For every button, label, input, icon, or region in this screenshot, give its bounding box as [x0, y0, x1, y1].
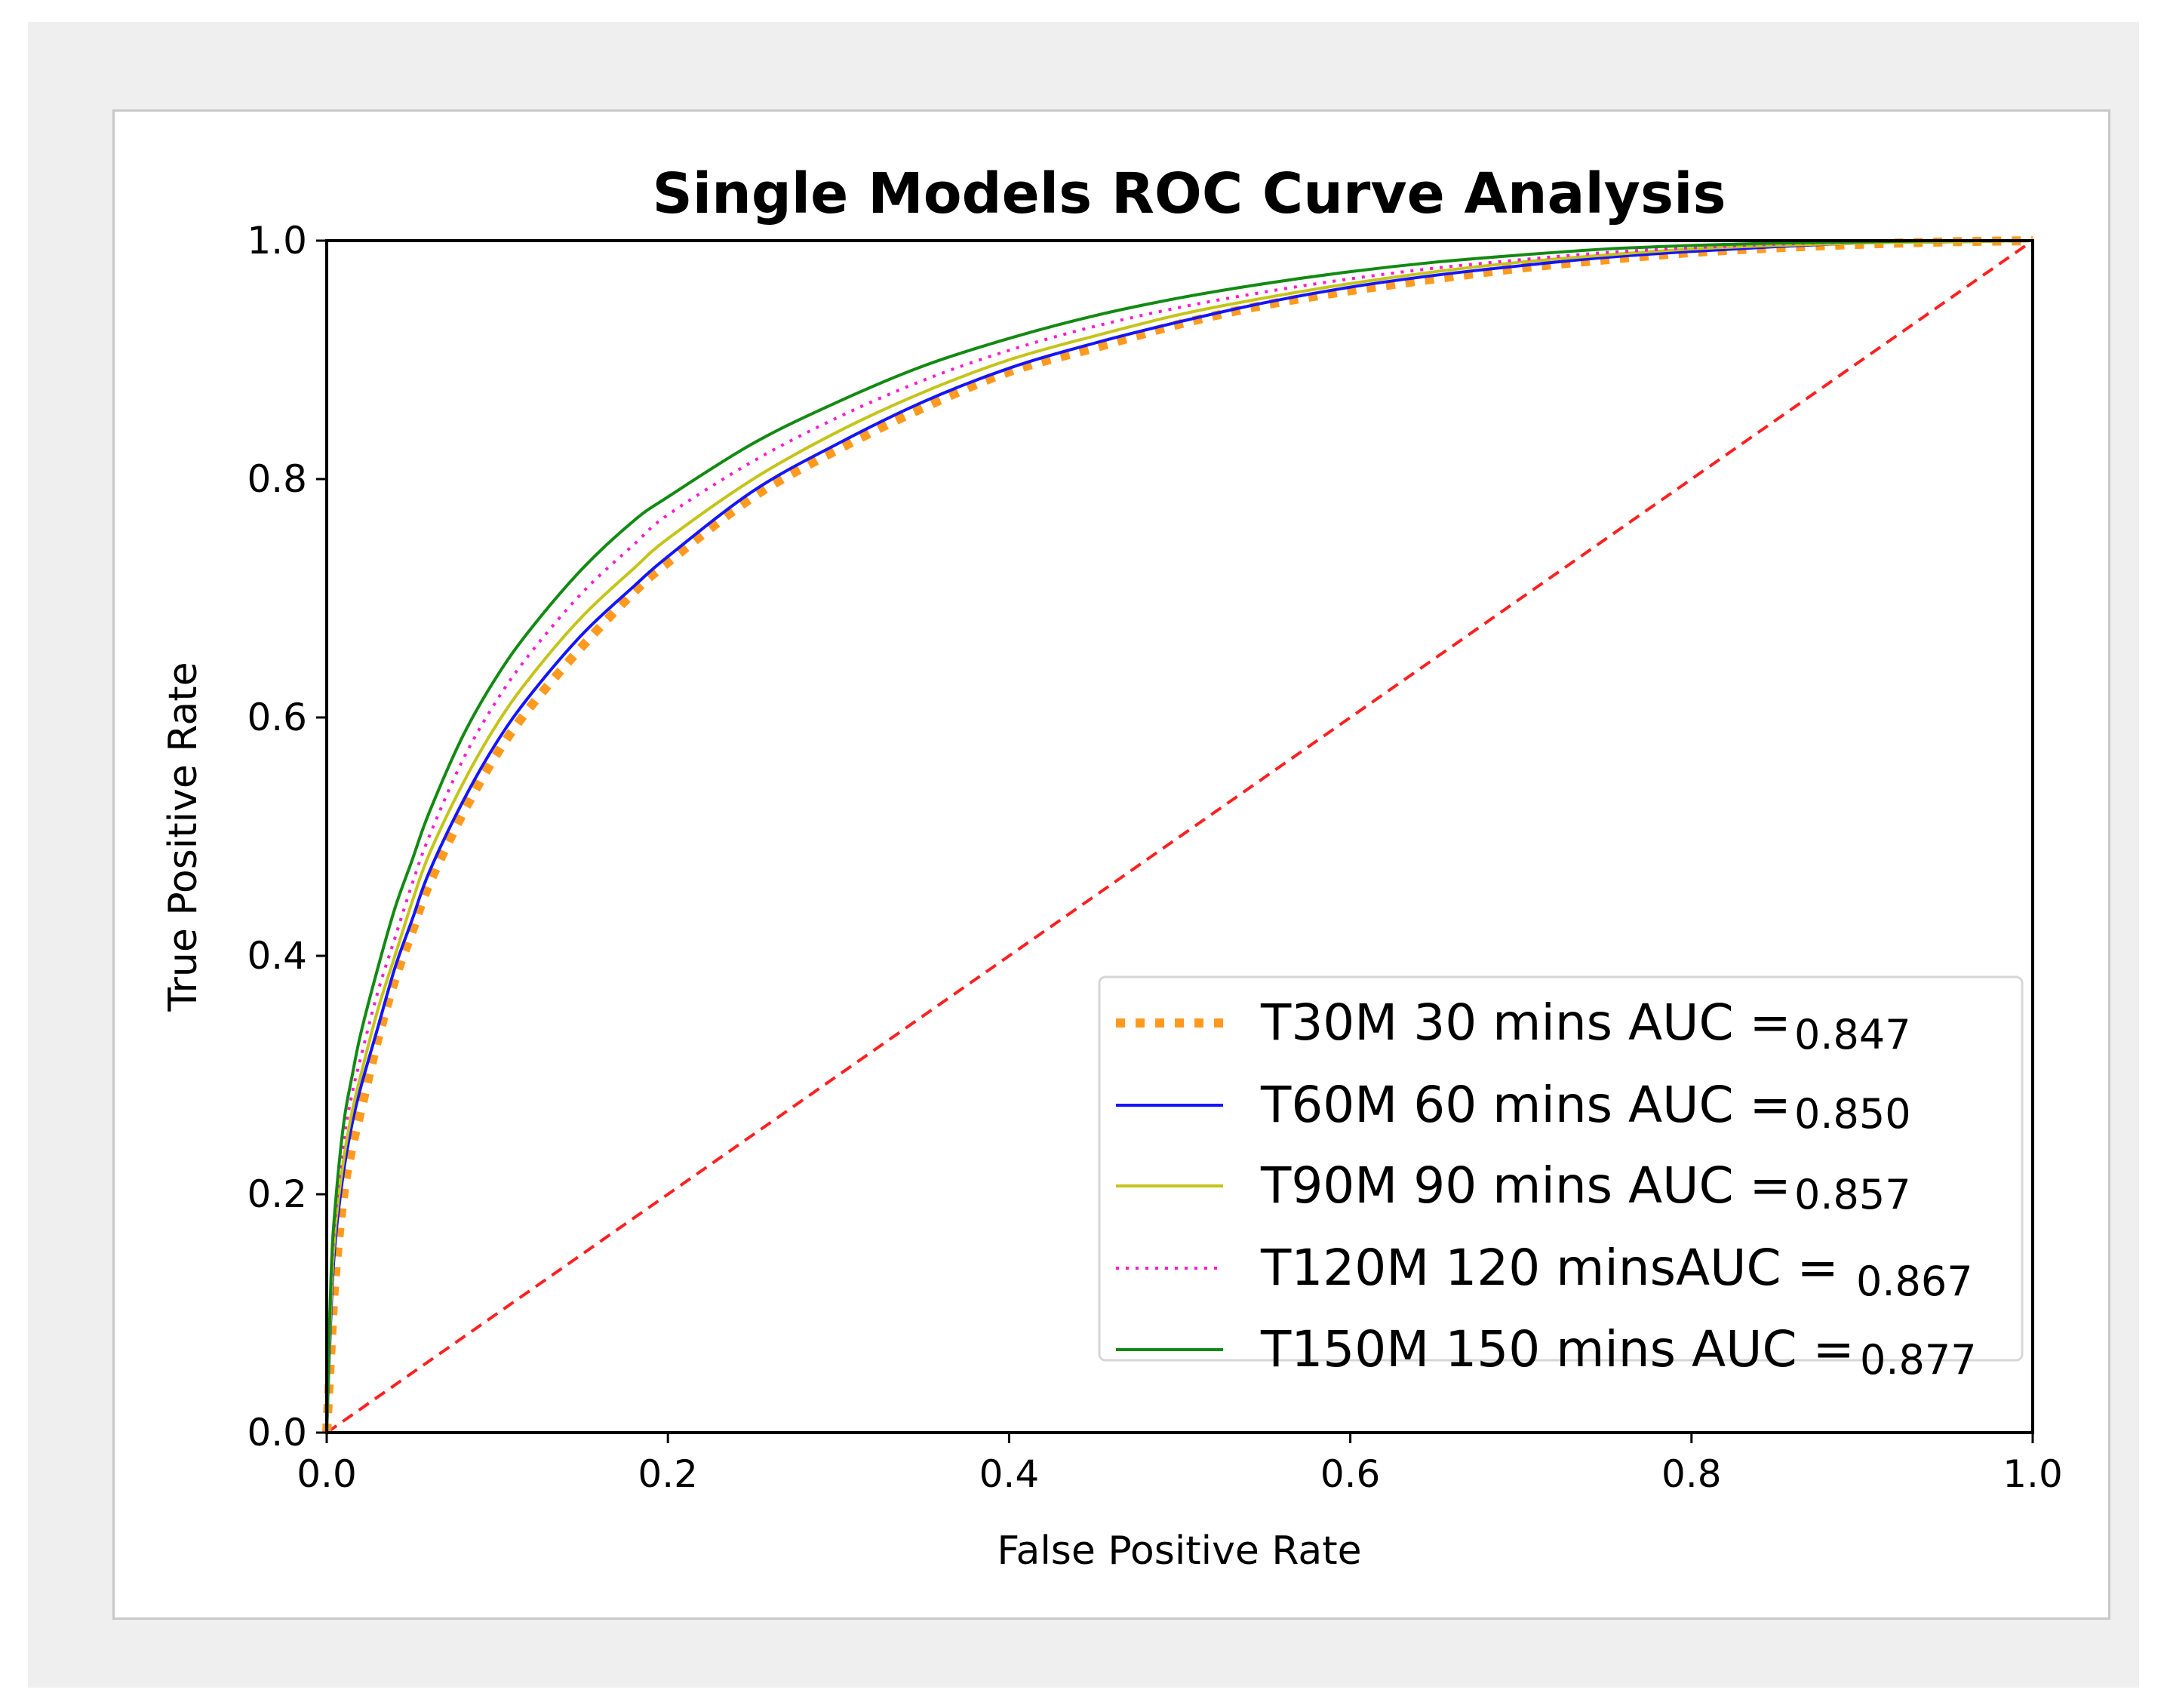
y-tick-label: 0.0 — [247, 1411, 307, 1455]
y-tick-label: 0.6 — [247, 696, 307, 739]
y-tick-label: 0.2 — [247, 1172, 307, 1216]
series-layer — [322, 236, 2033, 1433]
y-tick-label: 0.8 — [247, 457, 307, 501]
legend-label: T30M 30 mins AUC = — [1260, 994, 1791, 1052]
legend-box — [1098, 975, 2024, 1362]
reference-line-layer — [325, 239, 2034, 1434]
legend-auc-value: 0.857 — [1794, 1171, 1911, 1218]
figure-panel: Single Models ROC Curve Analysis 0.0 0.2 0… — [112, 109, 2110, 1620]
legend-label: T150M 150 mins AUC = — [1260, 1320, 1855, 1378]
x-tick-label: 0.4 — [979, 1452, 1040, 1496]
roc-curve-t90m — [325, 239, 2033, 1433]
roc-curve-t30m — [322, 236, 2033, 1433]
x-tick-label: 1.0 — [2003, 1452, 2063, 1496]
legend-label: T120M 120 minsAUC = — [1260, 1239, 1839, 1297]
legend-auc-value: 0.867 — [1856, 1258, 1973, 1305]
x-axis-label: False Positive Rate — [997, 1528, 1361, 1574]
plot-frame — [325, 239, 2034, 1434]
legend-auc-value: 0.877 — [1860, 1336, 1977, 1384]
roc-curve-t60m — [325, 239, 2033, 1433]
reference-diagonal-line — [325, 239, 2034, 1434]
y-tick-label: 1.0 — [247, 219, 307, 263]
roc-chart: Single Models ROC Curve Analysis 0.0 0.2 0… — [161, 161, 2063, 1574]
x-tick-label: 0.6 — [1320, 1452, 1381, 1496]
legend-label: T90M 90 mins AUC = — [1260, 1157, 1791, 1215]
roc-curve-t120m — [325, 238, 2033, 1433]
x-tick-label: 0.8 — [1661, 1452, 1722, 1496]
legend-auc-value: 0.850 — [1794, 1090, 1911, 1138]
ticks: 0.0 0.2 0.4 0.6 0.8 1.0 0.0 0.2 0.4 0.6 0.8 1.0 — [247, 219, 2062, 1496]
legend-auc-value: 0.847 — [1794, 1011, 1911, 1058]
roc-curve-t150m — [325, 238, 2033, 1433]
x-tick-label: 0.0 — [297, 1452, 357, 1496]
chart-title: Single Models ROC Curve Analysis — [652, 161, 1726, 226]
legend-label: T60M 60 mins AUC = — [1260, 1076, 1791, 1134]
figure-background: Single Models ROC Curve Analysis 0.0 0.2 0… — [28, 22, 2139, 1688]
y-tick-label: 0.4 — [247, 934, 307, 978]
y-axis-label: True Positive Rate — [161, 662, 206, 1012]
x-tick-label: 0.2 — [638, 1452, 698, 1496]
